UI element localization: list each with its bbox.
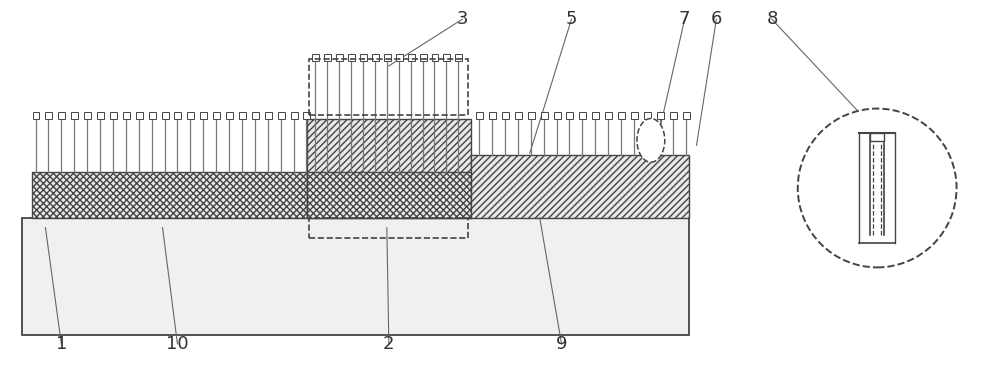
Bar bbox=[33, 112, 39, 118]
Bar bbox=[541, 112, 548, 118]
Bar bbox=[174, 112, 181, 118]
Bar bbox=[84, 112, 91, 118]
Bar bbox=[360, 54, 367, 61]
Bar bbox=[307, 118, 471, 218]
Bar bbox=[162, 112, 169, 118]
Bar bbox=[420, 54, 427, 61]
Bar bbox=[336, 54, 343, 61]
Bar bbox=[502, 112, 509, 118]
Bar bbox=[97, 112, 104, 118]
Bar bbox=[455, 54, 462, 61]
Bar bbox=[554, 112, 561, 118]
Text: 10: 10 bbox=[166, 335, 189, 353]
Bar bbox=[396, 54, 403, 61]
Bar bbox=[187, 112, 194, 118]
Bar bbox=[213, 112, 220, 118]
Circle shape bbox=[798, 109, 957, 267]
Bar bbox=[631, 112, 638, 118]
Bar bbox=[303, 112, 310, 118]
Bar bbox=[683, 112, 690, 118]
Bar bbox=[252, 112, 259, 118]
Bar bbox=[592, 112, 599, 118]
Ellipse shape bbox=[637, 118, 665, 162]
Bar bbox=[324, 54, 331, 61]
Bar bbox=[309, 218, 468, 237]
Text: 1: 1 bbox=[56, 335, 67, 353]
Text: 7: 7 bbox=[679, 10, 690, 28]
Text: 3: 3 bbox=[457, 10, 468, 28]
Bar bbox=[432, 54, 438, 61]
Bar bbox=[123, 112, 130, 118]
Bar bbox=[291, 112, 298, 118]
Bar bbox=[348, 54, 355, 61]
Bar bbox=[278, 112, 285, 118]
Bar bbox=[670, 112, 677, 118]
Bar bbox=[372, 54, 379, 61]
Text: 2: 2 bbox=[383, 335, 395, 353]
Bar bbox=[408, 54, 415, 61]
Bar bbox=[476, 112, 483, 118]
Bar bbox=[149, 112, 156, 118]
Bar bbox=[384, 54, 391, 61]
Bar bbox=[22, 218, 689, 335]
Bar bbox=[239, 112, 246, 118]
Bar bbox=[605, 112, 612, 118]
Bar bbox=[136, 112, 143, 118]
Bar bbox=[579, 112, 586, 118]
Bar bbox=[515, 112, 522, 118]
Text: 5: 5 bbox=[566, 10, 577, 28]
Bar bbox=[528, 112, 535, 118]
Bar bbox=[307, 172, 471, 218]
Bar bbox=[443, 54, 450, 61]
Bar bbox=[566, 112, 573, 118]
Bar bbox=[200, 112, 207, 118]
Text: 8: 8 bbox=[766, 10, 778, 28]
Text: 9: 9 bbox=[556, 335, 567, 353]
Bar bbox=[870, 134, 884, 141]
Bar bbox=[32, 172, 307, 218]
Text: 6: 6 bbox=[711, 10, 722, 28]
Bar bbox=[471, 155, 689, 218]
Bar bbox=[265, 112, 272, 118]
Bar bbox=[110, 112, 117, 118]
Bar bbox=[489, 112, 496, 118]
Bar bbox=[45, 112, 52, 118]
Bar bbox=[312, 54, 319, 61]
Bar bbox=[644, 112, 651, 118]
Bar bbox=[58, 112, 65, 118]
Bar bbox=[71, 112, 78, 118]
Bar bbox=[657, 112, 664, 118]
Bar bbox=[226, 112, 233, 118]
Bar bbox=[618, 112, 625, 118]
Bar bbox=[309, 59, 468, 115]
